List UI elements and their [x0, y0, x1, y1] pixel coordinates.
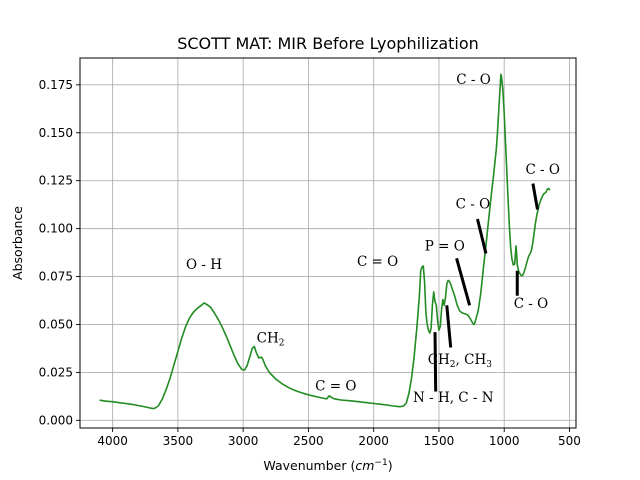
x-tick-label: 4000	[97, 434, 128, 448]
y-tick-label: 0.050	[39, 317, 73, 331]
plot-area	[99, 73, 551, 410]
y-axis-label: Absorbance	[10, 206, 25, 280]
annotation-label: P = O	[425, 239, 465, 255]
annotation-label: C - O	[514, 296, 549, 312]
annotation-label: N - H, C - N	[413, 390, 494, 406]
annotation-label: C = O	[315, 379, 356, 395]
x-tick-label: 1500	[424, 434, 455, 448]
annotations: O - H CH2 C = O C = O N - H, C - N CH2, CH3 P …	[186, 72, 560, 406]
annotation-label: C - O	[525, 162, 560, 178]
x-tick-label: 2500	[293, 434, 324, 448]
x-tick-label: 3000	[228, 434, 259, 448]
x-tick-label: 2000	[358, 434, 389, 448]
annotation-label: CH2	[257, 331, 285, 349]
annotation-leader-line	[455, 257, 472, 306]
annotation-label: CH2, CH3	[428, 352, 493, 370]
annotation-leader-line	[475, 218, 488, 254]
annotation-label: C - O	[456, 72, 491, 88]
x-axis-label: Wavenumber (cm−1)	[263, 458, 392, 473]
y-tick-label: 0.125	[39, 174, 73, 188]
x-tick-label: 500	[558, 434, 581, 448]
y-tick-label: 0.025	[39, 365, 73, 379]
annotation-label: C = O	[357, 254, 398, 270]
x-axis-label-text: Wavenumber	[263, 458, 347, 473]
y-tick-label: 0.075	[39, 270, 73, 284]
chart-title: SCOTT MAT: MIR Before Lyophilization	[177, 34, 479, 53]
y-tick-label: 0.175	[39, 78, 73, 92]
x-tick-label: 1000	[489, 434, 520, 448]
annotation-leader-line	[445, 305, 453, 348]
x-axis-label-unit-exponent: −1	[374, 458, 387, 468]
x-axis-label-open-paren: (	[347, 458, 356, 473]
y-tick-label: 0.100	[39, 222, 73, 236]
x-axis-label-close-paren: )	[388, 458, 393, 473]
spectrum-line	[99, 73, 551, 410]
axis-ticks: 4000 3500 3000 2500 2000 1500 1000 500 0.000 0.02…	[39, 78, 581, 448]
annotation-leader-line	[531, 183, 539, 210]
axes-frame	[79, 57, 577, 429]
annotation-leader-line	[433, 332, 438, 392]
y-tick-label: 0.150	[39, 126, 73, 140]
annotation-label: O - H	[186, 257, 222, 273]
annotation-leader-lines	[433, 183, 539, 392]
y-tick-label: 0.000	[39, 413, 73, 427]
annotation-label: C - O	[456, 196, 491, 212]
x-axis-label-unit: cm	[355, 458, 374, 473]
grid-lines	[80, 58, 576, 428]
x-tick-label: 3500	[163, 434, 194, 448]
